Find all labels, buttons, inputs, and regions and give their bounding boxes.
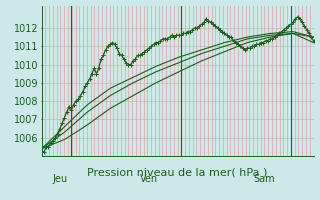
X-axis label: Pression niveau de la mer( hPa ): Pression niveau de la mer( hPa ): [87, 167, 268, 177]
Text: Ven: Ven: [140, 174, 158, 184]
Text: Sam: Sam: [254, 174, 276, 184]
Text: Jeu: Jeu: [52, 174, 68, 184]
